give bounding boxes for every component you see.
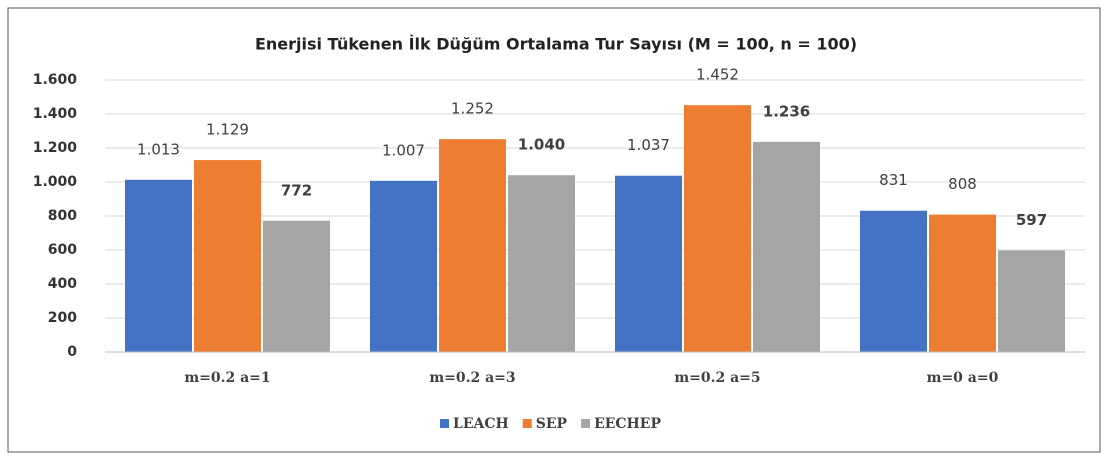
value-label: 1.007	[382, 141, 425, 159]
value-label: 808	[948, 175, 977, 193]
y-tick-label: 800	[48, 208, 77, 224]
y-tick-label: 200	[48, 310, 77, 326]
bar	[263, 220, 330, 352]
x-tick-label: m=0 a=0	[927, 370, 999, 386]
bar	[508, 175, 575, 352]
bar	[753, 141, 820, 352]
value-label: 1.037	[627, 136, 670, 154]
bar	[125, 179, 192, 352]
bar	[929, 214, 996, 352]
legend-swatch	[522, 419, 532, 428]
y-tick-label: 600	[48, 242, 77, 258]
bar	[684, 105, 751, 352]
y-tick-label: 0	[67, 344, 77, 360]
value-label: 1.252	[451, 100, 494, 118]
y-tick-label: 1.000	[33, 174, 78, 190]
bar	[370, 180, 437, 352]
y-tick-label: 1.200	[33, 140, 78, 156]
bar	[998, 250, 1065, 352]
value-label: 1.040	[518, 136, 565, 154]
x-tick-label: m=0.2 a=1	[184, 370, 270, 386]
value-label: 1.452	[696, 66, 739, 84]
y-tick-label: 1.400	[33, 106, 78, 122]
value-label: 597	[1016, 211, 1047, 229]
legend-label: LEACH	[453, 416, 509, 432]
value-label: 1.236	[763, 102, 810, 120]
value-label: 1.129	[206, 121, 249, 139]
bar	[194, 160, 261, 352]
y-tick-label: 400	[48, 276, 77, 292]
legend-swatch	[581, 419, 591, 428]
value-label: 831	[879, 171, 908, 189]
y-tick-label: 1.600	[33, 72, 78, 88]
bar	[860, 210, 927, 352]
bar	[615, 175, 682, 352]
legend-swatch	[440, 419, 449, 428]
value-label: 1.013	[137, 140, 180, 158]
legend-label: EECHEP	[594, 416, 661, 432]
legend-label: SEP	[536, 416, 568, 432]
x-tick-label: m=0.2 a=3	[429, 370, 515, 386]
chart-title: Enerjisi Tükenen İlk Düğüm Ortalama Tur …	[255, 35, 857, 54]
bar	[439, 139, 506, 352]
x-tick-label: m=0.2 a=5	[674, 370, 760, 386]
value-label: 772	[281, 181, 312, 199]
